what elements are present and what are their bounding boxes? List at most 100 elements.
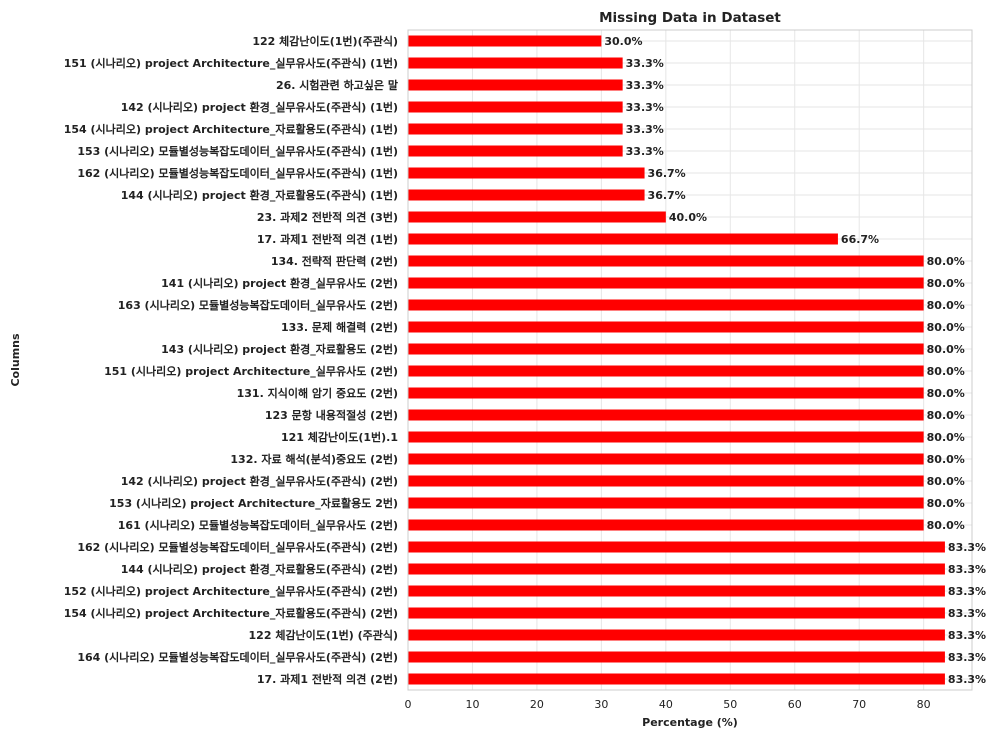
bar <box>408 145 623 157</box>
category-label: 151 (시나리오) project Architecture_실무유사도(주관… <box>64 56 398 70</box>
category-label: 17. 과제1 전반적 의견 (2번) <box>257 672 398 686</box>
data-label: 36.7% <box>648 167 686 180</box>
x-tick-label: 20 <box>530 698 544 711</box>
data-labels: 30.0% 33.3% 33.3% 33.3% 33.3% 33.3% 36.7% 36.7%… <box>604 35 986 686</box>
x-tick-label: 40 <box>659 698 673 711</box>
category-label: 151 (시나리오) project Architecture_실무유사도 (2… <box>104 364 398 378</box>
bar <box>408 321 924 333</box>
category-label: 133. 문제 해결력 (2번) <box>281 320 398 334</box>
category-label: 163 (시나리오) 모듈별성능복잡도데이터_실무유사도 (2번) <box>118 298 398 312</box>
x-tick-label: 60 <box>788 698 802 711</box>
data-label: 33.3% <box>626 123 664 136</box>
x-tick-label: 80 <box>917 698 931 711</box>
bar <box>408 57 623 69</box>
data-label: 66.7% <box>841 233 879 246</box>
bar <box>408 431 924 443</box>
category-label: 143 (시나리오) project 환경_자료활용도 (2번) <box>161 342 398 356</box>
data-label: 83.3% <box>948 541 986 554</box>
data-label: 80.0% <box>927 321 965 334</box>
data-label: 80.0% <box>927 387 965 400</box>
x-axis-label: Percentage (%) <box>642 716 738 729</box>
x-tick-label: 10 <box>465 698 479 711</box>
data-label: 80.0% <box>927 409 965 422</box>
bar <box>408 409 924 421</box>
bar <box>408 365 924 377</box>
category-label: 152 (시나리오) project Architecture_실무유사도(주관… <box>64 584 398 598</box>
category-label: 121 체감난이도(1번).1 <box>281 430 398 444</box>
plot-frame <box>407 29 973 691</box>
category-label: 23. 과제2 전반적 의견 (3번) <box>257 210 398 224</box>
category-label: 142 (시나리오) project 환경_실무유사도(주관식) (1번) <box>121 100 398 114</box>
data-label: 80.0% <box>927 255 965 268</box>
bar <box>408 277 924 289</box>
bar <box>408 585 945 597</box>
bar <box>408 651 945 663</box>
data-label: 33.3% <box>626 145 664 158</box>
category-label: 142 (시나리오) project 환경_실무유사도(주관식) (2번) <box>121 474 398 488</box>
data-label: 83.3% <box>948 673 986 686</box>
bar <box>408 629 945 641</box>
category-label: 162 (시나리오) 모듈별성능복잡도데이터_실무유사도(주관식) (2번) <box>77 540 398 554</box>
category-label: 153 (시나리오) 모듈별성능복잡도데이터_실무유사도(주관식) (1번) <box>77 144 398 158</box>
bar <box>408 563 945 575</box>
bar <box>408 607 945 619</box>
x-tick-label: 0 <box>405 698 412 711</box>
category-label: 153 (시나리오) project Architecture_자료활용도 2번… <box>109 496 398 510</box>
bar <box>408 255 924 267</box>
data-label: 83.3% <box>948 629 986 642</box>
x-tick-label: 50 <box>723 698 737 711</box>
data-label: 80.0% <box>927 519 965 532</box>
data-label: 33.3% <box>626 79 664 92</box>
category-label: 132. 자료 해석(분석)중요도 (2번) <box>230 452 398 466</box>
data-label: 80.0% <box>927 343 965 356</box>
bars <box>408 35 945 685</box>
data-label: 40.0% <box>669 211 707 224</box>
category-label: 123 문항 내용적절성 (2번) <box>265 408 398 422</box>
bar <box>408 35 602 47</box>
bar <box>408 189 645 201</box>
category-label: 144 (시나리오) project 환경_자료활용도(주관식) (2번) <box>121 562 398 576</box>
category-label: 17. 과제1 전반적 의견 (1번) <box>257 232 398 246</box>
bar <box>408 233 838 245</box>
data-label: 83.3% <box>948 585 986 598</box>
y-axis-label: Columns <box>9 333 22 387</box>
data-label: 33.3% <box>626 101 664 114</box>
category-label: 134. 전략적 판단력 (2번) <box>271 254 398 268</box>
bar <box>408 673 945 685</box>
bar <box>408 101 623 113</box>
bar <box>408 299 924 311</box>
data-label: 33.3% <box>626 57 664 70</box>
x-tick-label: 70 <box>852 698 866 711</box>
data-label: 80.0% <box>927 453 965 466</box>
category-label: 162 (시나리오) 모듈별성능복잡도데이터_실무유사도(주관식) (1번) <box>77 166 398 180</box>
data-label: 83.3% <box>948 607 986 620</box>
data-label: 30.0% <box>604 35 642 48</box>
category-label: 164 (시나리오) 모듈별성능복잡도데이터_실무유사도(주관식) (2번) <box>77 650 398 664</box>
category-label: 154 (시나리오) project Architecture_자료활용도(주관… <box>64 606 398 620</box>
chart-title: Missing Data in Dataset <box>599 10 781 26</box>
x-tick-labels: 0 10 20 30 40 50 60 70 80 <box>405 698 931 711</box>
data-label: 80.0% <box>927 475 965 488</box>
data-label: 80.0% <box>927 299 965 312</box>
category-label: 26. 시험관련 하고싶은 말 <box>276 78 398 92</box>
category-labels: 122 체감난이도(1번)(주관식) 151 (시나리오) project Arc… <box>64 34 398 686</box>
data-label: 80.0% <box>927 277 965 290</box>
bar <box>408 519 924 531</box>
category-label: 131. 지식이해 암기 중요도 (2번) <box>237 386 398 400</box>
category-label: 141 (시나리오) project 환경_실무유사도 (2번) <box>161 276 398 290</box>
bar <box>408 475 924 487</box>
bar <box>408 453 924 465</box>
category-label: 154 (시나리오) project Architecture_자료활용도(주관… <box>64 122 398 136</box>
data-label: 80.0% <box>927 431 965 444</box>
bar <box>408 343 924 355</box>
bar <box>408 79 623 91</box>
category-label: 122 체감난이도(1번) (주관식) <box>249 628 398 642</box>
bar <box>408 541 945 553</box>
bar <box>408 497 924 509</box>
category-label: 161 (시나리오) 모듈별성능복잡도데이터_실무유사도 (2번) <box>118 518 398 532</box>
category-label: 144 (시나리오) project 환경_자료활용도(주관식) (1번) <box>121 188 398 202</box>
data-label: 36.7% <box>648 189 686 202</box>
bar <box>408 387 924 399</box>
x-tick-label: 30 <box>594 698 608 711</box>
